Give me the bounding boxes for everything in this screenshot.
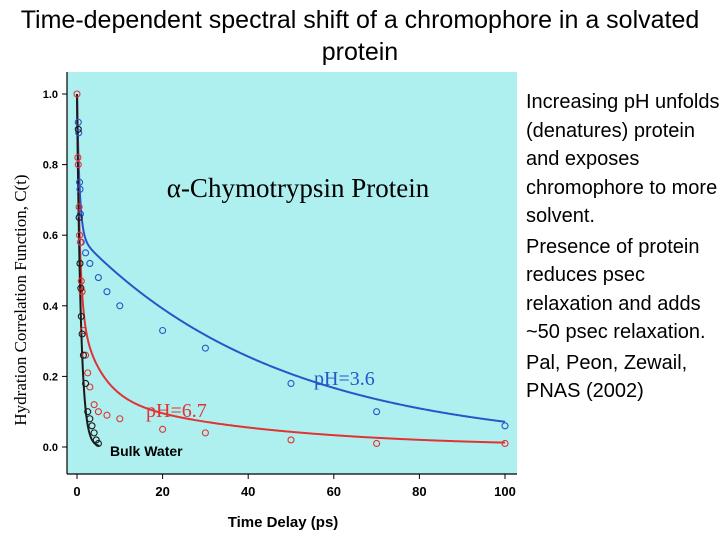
bullet-list: Increasing pH unfolds (denatures) protei…: [526, 88, 720, 408]
x-tick-label: 100: [494, 484, 516, 499]
data-point-ph-6-7: [76, 231, 84, 239]
x-tick-label: 0: [73, 484, 80, 499]
data-point-ph-3-6: [75, 129, 83, 137]
series-label-ph67: pH=6.7: [146, 400, 207, 422]
data-point-ph-6-7: [74, 153, 82, 162]
data-point-ph-3-6: [82, 249, 90, 257]
data-point-ph-6-7: [76, 238, 84, 246]
bullet-protein-relaxation: Presence of protein reduces psec relaxat…: [526, 235, 706, 344]
data-point-ph-6-7: [84, 369, 92, 377]
axes: 0 20 40 60 80 100 0.0 0.2 0.4 0.6 0.8 1.0: [43, 72, 517, 499]
data-point-ph-3-6: [76, 210, 84, 218]
data-point-ph-6-7: [94, 408, 102, 416]
data-point-ph-6-7: [501, 439, 509, 448]
data-point-ph-6-7: [75, 203, 83, 211]
data-point-ph-6-7: [86, 383, 94, 391]
data-point-ph-6-7: [77, 277, 85, 285]
fit-curve-ph-3-6: [76, 94, 506, 423]
data-point-bulk-water: [79, 351, 87, 359]
data-point-ph-3-6: [103, 288, 111, 296]
data-point-ph-6-7: [78, 288, 86, 296]
data-point-bulk-water: [78, 330, 86, 338]
data-point-ph-3-6: [287, 379, 295, 388]
chart-title: α-Chymotrypsin Protein: [167, 173, 430, 203]
data-point-bulk-water: [88, 422, 96, 430]
data-point-bulk-water: [82, 379, 90, 388]
slide-title: Time-dependent spectral shift of a chrom…: [20, 6, 700, 66]
y-tick-label: 0.2: [43, 371, 58, 383]
fit-curve-ph-6-7: [76, 94, 506, 444]
data-point-bulk-water: [84, 408, 92, 416]
fit-curves: [76, 94, 506, 447]
data-point-ph-3-6: [94, 274, 102, 282]
x-tick-label: 80: [412, 484, 426, 499]
data-point-ph-3-6: [76, 185, 84, 193]
data-point-ph-3-6: [501, 422, 509, 430]
data-point-ph-6-7: [73, 90, 81, 98]
y-axis-label: Hydration Correlation Function, C(t): [11, 174, 30, 425]
data-point-bulk-water: [75, 214, 83, 222]
data-point-ph-6-7: [116, 415, 124, 423]
data-point-bulk-water: [74, 125, 82, 133]
data-point-bulk-water: [90, 429, 98, 437]
data-point-ph-3-6: [116, 302, 124, 310]
data-point-bulk-water: [86, 415, 94, 423]
y-tick-label: 1.0: [43, 89, 58, 101]
y-tick-label: 0.4: [43, 301, 59, 313]
bullet-citation: Pal, Peon, Zewail, PNAS (2002): [526, 351, 688, 403]
data-point-ph-6-7: [159, 425, 167, 433]
data-point-bulk-water: [92, 436, 100, 444]
x-axis-label: Time Delay (ps): [228, 514, 339, 531]
y-tick-label: 0.8: [43, 160, 58, 172]
data-point-bulk-water: [76, 259, 84, 267]
x-tick-label: 60: [327, 484, 341, 499]
data-point-ph-6-7: [373, 439, 381, 448]
data-point-ph-3-6: [373, 408, 381, 416]
fit-curve-bulk-water: [76, 94, 100, 447]
y-tick-label: 0.6: [43, 230, 58, 242]
y-tick-label: 0.0: [43, 442, 58, 454]
data-point-bulk-water: [77, 284, 85, 292]
data-point-ph-3-6: [159, 326, 167, 335]
bullet-ph-unfolds: Increasing pH unfolds (denatures) protei…: [526, 91, 720, 227]
data-point-bulk-water: [94, 439, 102, 448]
chart: 0 20 40 60 80 100 0.0 0.2 0.4 0.6 0.8 1.0 α-Chymotr…: [11, 72, 517, 531]
series-label-ph36: pH=3.6: [314, 368, 375, 390]
data-point-ph-3-6: [86, 259, 94, 267]
data-point-ph-6-7: [90, 401, 98, 409]
x-tick-label: 20: [155, 484, 169, 499]
data-point-ph-6-7: [74, 161, 82, 169]
data-point-ph-6-7: [287, 436, 295, 444]
data-point-ph-3-6: [74, 118, 82, 126]
data-point-ph-3-6: [76, 178, 84, 186]
data-points: [73, 90, 509, 448]
series-label-bulk-water: Bulk Water: [110, 443, 183, 459]
data-point-ph-3-6: [201, 344, 209, 352]
x-tick-label: 40: [241, 484, 255, 499]
data-point-ph-6-7: [201, 429, 209, 437]
data-point-ph-6-7: [103, 411, 111, 419]
data-point-bulk-water: [77, 312, 85, 320]
data-point-ph-6-7: [82, 351, 90, 359]
data-point-ph-6-7: [79, 326, 87, 335]
